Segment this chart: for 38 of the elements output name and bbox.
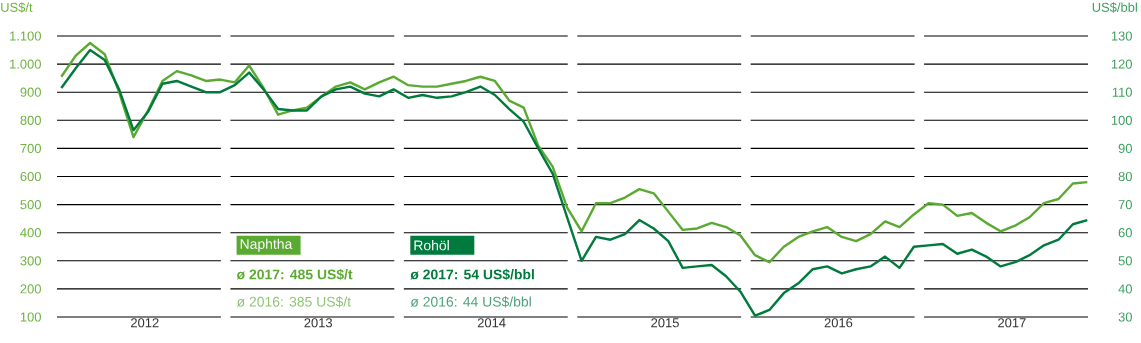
y-tick-label: 500 [20, 200, 41, 210]
y-axis-title: US$/t [1, 2, 33, 13]
y-tick-label: 900 [20, 87, 41, 97]
y-tick-label: 700 [20, 143, 41, 153]
text: Naphtha [240, 238, 293, 252]
y-tick-label: 200 [20, 284, 41, 294]
y2-tick-label: 100 [1111, 115, 1132, 125]
y2-tick-label: 80 [1118, 171, 1132, 182]
y2-tick-label: 120 [1111, 59, 1132, 69]
y2-tick-label: 70 [1118, 200, 1132, 210]
annotation: ø 2016: 385 US$/t [236, 296, 351, 308]
y-tick-label: 1.100 [10, 31, 41, 41]
x-tick-label: 2013 [304, 318, 333, 328]
annotation: ø 2017: 54 US$/bbl [410, 268, 534, 281]
text: Rohöl [414, 240, 449, 251]
y2-axis-title: US$/bbl [1092, 2, 1137, 13]
y2-tick-label: 60 [1118, 228, 1132, 238]
y-tick-label: 100 [20, 312, 41, 322]
x-tick-label: 2015 [651, 318, 679, 328]
y-tick-label: 600 [20, 171, 41, 182]
y2-tick-label: 130 [1111, 31, 1132, 41]
y2-tick-label: 40 [1118, 284, 1132, 294]
line-series [60, 48, 1089, 317]
y2-tick-label: 50 [1118, 256, 1132, 266]
y-tick-label: 800 [20, 115, 41, 125]
line-series [60, 41, 1089, 264]
x-tick-label: 2016 [824, 318, 853, 328]
annotation: ø 2017: 485 US$/t [236, 268, 353, 281]
annotation: ø 2016: 44 US$/bbl [410, 296, 531, 308]
y-tick-label: 400 [20, 228, 41, 238]
x-tick-label: 2014 [477, 318, 506, 328]
y2-tick-label: 90 [1118, 143, 1132, 153]
y2-tick-label: 30 [1118, 312, 1132, 322]
x-tick-label: 2012 [131, 318, 159, 328]
y2-tick-label: 110 [1112, 87, 1132, 97]
y-tick-label: 300 [20, 256, 41, 266]
y-tick-label: 1.000 [10, 59, 41, 69]
x-tick-label: 2017 [998, 318, 1026, 328]
